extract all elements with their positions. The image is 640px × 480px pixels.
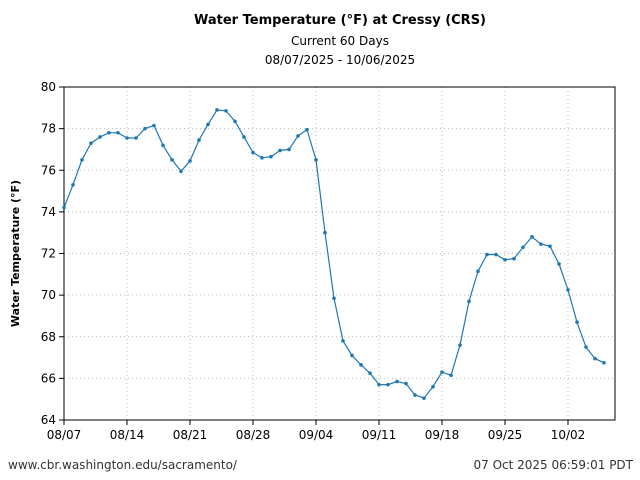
x-tick-label: 08/14 [110, 428, 145, 442]
data-point [341, 339, 345, 343]
y-tick-label: 74 [41, 205, 56, 219]
y-tick-label: 64 [41, 413, 56, 427]
data-point [107, 130, 111, 135]
data-point [413, 393, 417, 397]
data-point [440, 370, 444, 374]
data-point [125, 136, 129, 140]
data-point [422, 396, 426, 400]
axes: 64 66 68 70 72 74 76 78 80 08/07 08/14 08/21 08/28 09… [41, 80, 586, 442]
data-point [431, 384, 435, 389]
y-tick-label: 78 [41, 122, 56, 136]
data-point [386, 382, 390, 387]
x-tick-label: 10/02 [551, 428, 586, 442]
x-tick-label: 09/04 [299, 428, 334, 442]
data-point [467, 299, 471, 304]
data-point [350, 353, 354, 358]
data-point [161, 143, 165, 148]
data-point [197, 138, 201, 142]
data-point [314, 158, 318, 162]
data-point [170, 158, 174, 162]
data-point [215, 108, 219, 112]
grid [64, 87, 615, 420]
data-point [152, 123, 156, 128]
data-point [89, 141, 93, 145]
chart-subtitle: Current 60 Days [291, 34, 389, 48]
chart-title: Water Temperature (°F) at Cressy (CRS) [194, 13, 486, 28]
data-point [260, 155, 264, 160]
y-tick-label: 76 [41, 163, 56, 177]
data-point [368, 371, 372, 375]
data-point [521, 245, 525, 250]
x-tick-label: 09/18 [425, 428, 460, 442]
chart-date-range: 08/07/2025 - 10/06/2025 [264, 53, 416, 67]
data-point [323, 230, 327, 235]
data-point [116, 130, 120, 135]
x-tick-label: 08/28 [236, 428, 271, 442]
data-point [269, 154, 273, 159]
x-tick-label: 08/07 [47, 428, 82, 442]
series-points [62, 108, 606, 400]
data-point [602, 360, 606, 365]
y-tick-label: 72 [41, 247, 56, 261]
x-tick-label: 08/21 [173, 428, 208, 442]
data-point [503, 257, 507, 262]
data-point [548, 244, 552, 249]
data-point [485, 252, 489, 257]
y-tick-label: 80 [41, 80, 56, 94]
data-point [395, 379, 399, 384]
x-tick-label: 09/25 [488, 428, 523, 442]
data-point [494, 252, 498, 257]
data-point [377, 382, 381, 387]
data-point [575, 320, 579, 324]
data-point [512, 256, 516, 261]
data-point [476, 269, 480, 273]
y-tick-label: 66 [41, 371, 56, 385]
source-url: www.cbr.washington.edu/sacramento/ [8, 458, 237, 472]
data-point [134, 136, 138, 140]
data-point [458, 343, 462, 347]
data-point [233, 119, 237, 124]
data-point [530, 235, 534, 239]
y-axis-label: Water Temperature (°F) [8, 179, 22, 327]
data-point [584, 345, 588, 349]
data-point [188, 159, 192, 163]
data-point [80, 158, 84, 162]
data-point [98, 135, 102, 139]
data-point [206, 122, 210, 127]
data-point [62, 205, 66, 210]
data-point [593, 356, 597, 361]
data-point [305, 127, 309, 132]
y-tick-label: 70 [41, 288, 56, 302]
data-point [539, 242, 543, 246]
data-point [566, 288, 570, 292]
data-point [179, 169, 183, 174]
data-point [404, 381, 408, 386]
data-point [143, 126, 147, 131]
generated-timestamp: 07 Oct 2025 06:59:01 PDT [473, 458, 633, 472]
data-point [332, 296, 336, 301]
data-point [359, 363, 363, 367]
data-point [449, 373, 453, 378]
data-point [287, 147, 291, 152]
x-tick-label: 09/11 [362, 428, 397, 442]
data-point [224, 109, 228, 113]
data-point [296, 134, 300, 138]
y-tick-label: 68 [41, 330, 56, 344]
data-point [242, 135, 246, 139]
data-point [71, 183, 75, 187]
data-point [278, 148, 282, 153]
data-point [557, 262, 561, 266]
data-point [251, 150, 255, 155]
